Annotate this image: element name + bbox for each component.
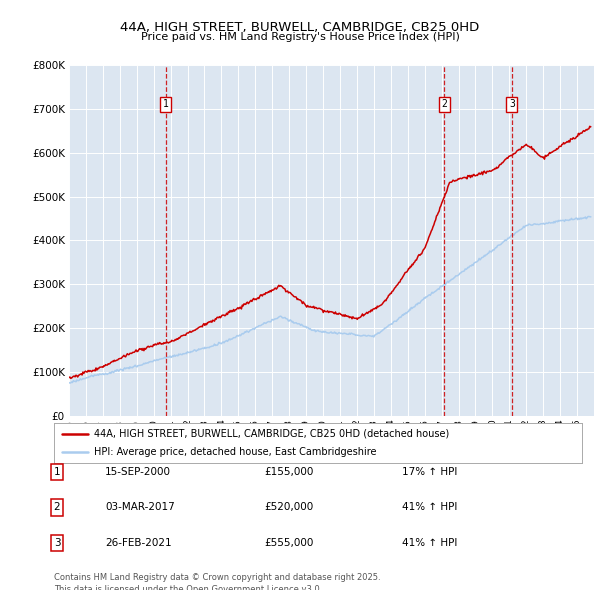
Text: Price paid vs. HM Land Registry's House Price Index (HPI): Price paid vs. HM Land Registry's House … [140,32,460,42]
Text: 3: 3 [53,538,61,548]
Text: 2: 2 [442,99,448,109]
Text: 15-SEP-2000: 15-SEP-2000 [105,467,171,477]
Text: 2: 2 [53,503,61,512]
Text: 03-MAR-2017: 03-MAR-2017 [105,503,175,512]
Text: Contains HM Land Registry data © Crown copyright and database right 2025.
This d: Contains HM Land Registry data © Crown c… [54,573,380,590]
Text: 41% ↑ HPI: 41% ↑ HPI [402,503,457,512]
Text: £520,000: £520,000 [264,503,313,512]
Text: 26-FEB-2021: 26-FEB-2021 [105,538,172,548]
Text: 41% ↑ HPI: 41% ↑ HPI [402,538,457,548]
Text: £155,000: £155,000 [264,467,313,477]
Text: 44A, HIGH STREET, BURWELL, CAMBRIDGE, CB25 0HD (detached house): 44A, HIGH STREET, BURWELL, CAMBRIDGE, CB… [94,429,449,439]
Text: 17% ↑ HPI: 17% ↑ HPI [402,467,457,477]
Text: 3: 3 [509,99,515,109]
Text: 44A, HIGH STREET, BURWELL, CAMBRIDGE, CB25 0HD: 44A, HIGH STREET, BURWELL, CAMBRIDGE, CB… [121,21,479,34]
Text: £555,000: £555,000 [264,538,313,548]
Text: HPI: Average price, detached house, East Cambridgeshire: HPI: Average price, detached house, East… [94,447,376,457]
Text: 1: 1 [163,99,169,109]
Text: 1: 1 [53,467,61,477]
